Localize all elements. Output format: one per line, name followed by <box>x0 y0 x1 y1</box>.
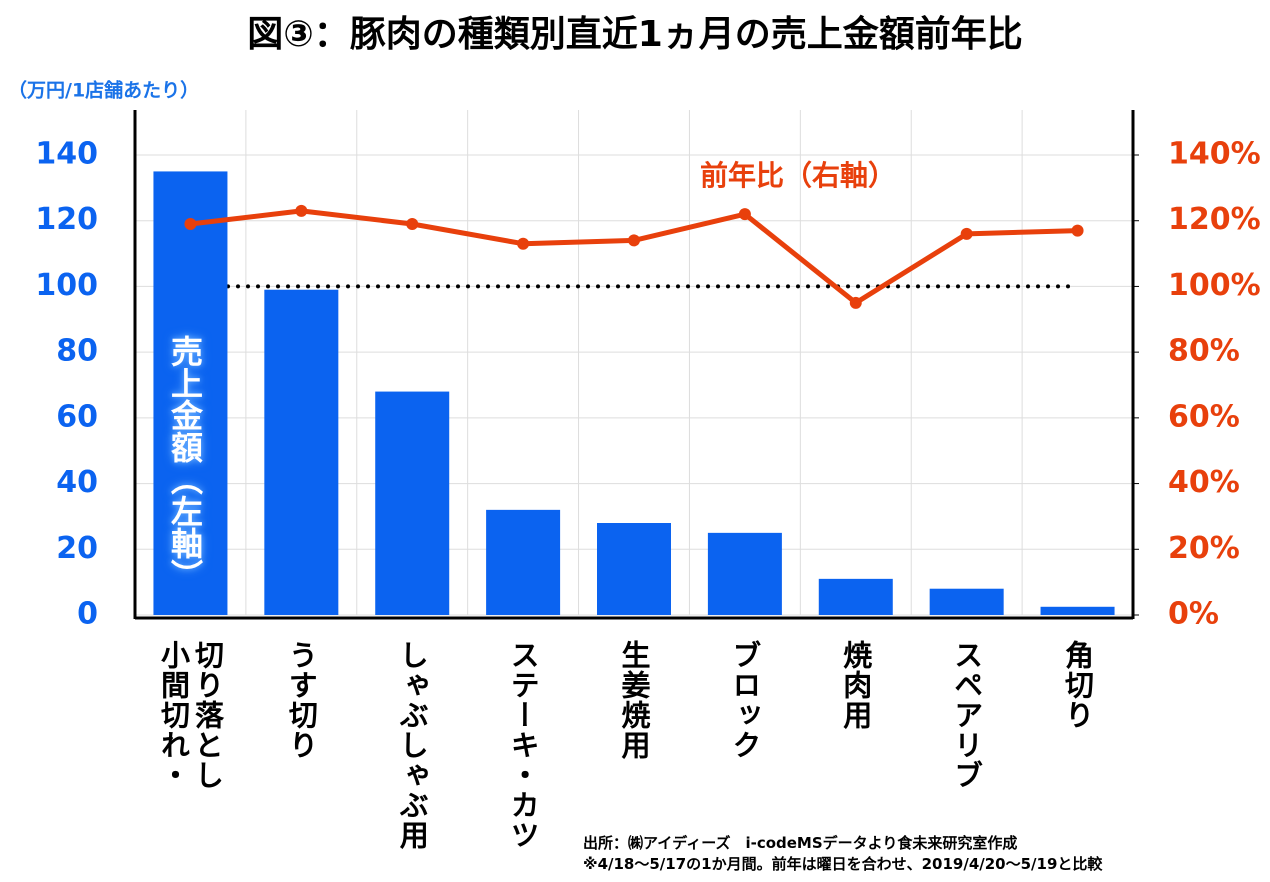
x-tick-label: 焼肉用 <box>838 640 873 730</box>
source: ※4/18～5/17の1か月間。前年は曜日を合わせ、2019/4/20～5/19… <box>583 855 1103 873</box>
line-series-label: 前年比（右軸） <box>700 159 896 192</box>
line-point <box>738 208 751 221</box>
line-point <box>184 218 197 230</box>
x-tick-label: スペアリブ <box>949 640 984 790</box>
bar <box>486 509 561 615</box>
chart-title: 図③：豚肉の種類別直近1ヵ月の売上金額前年比 <box>247 13 1023 55</box>
x-tick-label: ブロック <box>727 640 762 760</box>
bar <box>818 578 893 615</box>
y2-tick-label: 100% <box>1168 268 1261 303</box>
bar <box>1040 606 1115 615</box>
y-tick-label: 60 <box>56 399 98 434</box>
x-tick-label: 生姜焼用 <box>617 640 651 760</box>
y-tick-label: 140 <box>35 137 98 172</box>
y2-tick-label: 0% <box>1168 597 1219 632</box>
bar <box>929 588 1004 615</box>
y-tick-label: 80 <box>56 334 98 369</box>
y-tick-label: 0 <box>77 597 98 632</box>
y-tick-label: 100 <box>35 268 98 303</box>
bar <box>707 532 782 615</box>
line-point <box>295 204 308 217</box>
bar <box>375 391 450 615</box>
line-point <box>628 234 640 247</box>
x-tick-label: ステーキ・カツ <box>506 640 541 850</box>
y2-tick-label: 140% <box>1168 137 1261 172</box>
bar <box>264 289 339 615</box>
line-point <box>849 296 862 309</box>
y2-tick-label: 60% <box>1168 399 1240 434</box>
x-tick-label: 小間切れ・切り落とし <box>156 640 225 790</box>
y2-tick-label: 80% <box>1168 334 1240 369</box>
bar <box>153 171 228 615</box>
x-tick-label: しゃぶしゃぶ用 <box>395 640 430 850</box>
x-tick-label: 角切り <box>1060 640 1095 730</box>
y2-tick-label: 20% <box>1168 531 1240 566</box>
source: 出所：㈱アイディーズ i-codeMSデータより食未来研究室作成 <box>583 834 1018 852</box>
y-tick-label: 40 <box>56 465 98 500</box>
x-tick-label: うす切り <box>284 640 319 760</box>
bar-series-label: 売上金額（左軸） <box>166 335 204 591</box>
y-axis-label: （万円/1店舗あたり） <box>8 79 199 102</box>
line <box>190 208 1078 306</box>
line-point <box>1071 224 1084 237</box>
y-tick-label: 120 <box>35 202 98 237</box>
y-tick-label: 20 <box>56 531 98 566</box>
line-point <box>960 227 973 240</box>
y2-tick-label: 120% <box>1168 202 1261 237</box>
line-point <box>406 218 419 230</box>
bar <box>597 523 671 615</box>
line-point <box>517 237 530 250</box>
y2-tick-label: 40% <box>1168 465 1240 500</box>
